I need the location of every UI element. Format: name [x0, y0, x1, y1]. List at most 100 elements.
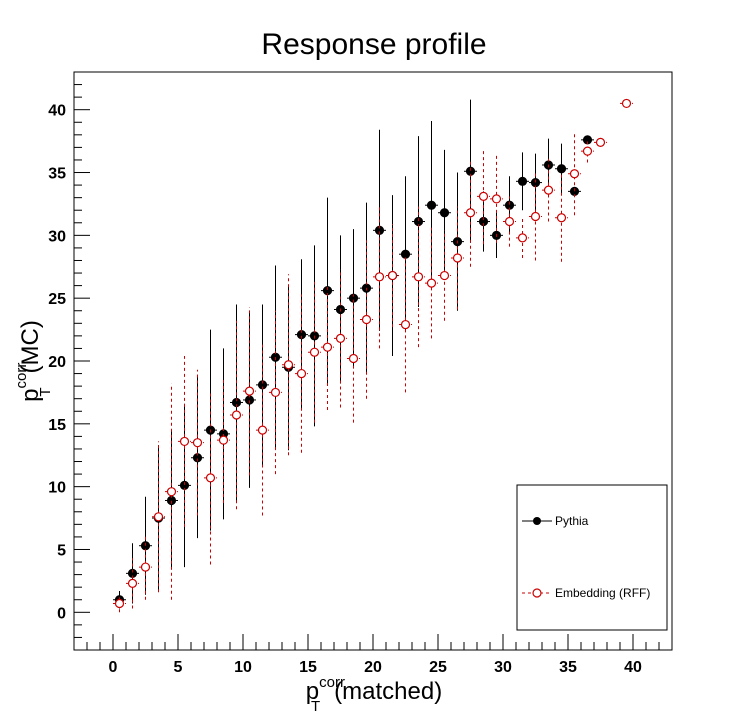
data-point — [503, 196, 516, 247]
marker — [244, 386, 255, 396]
data-point — [477, 148, 490, 245]
x-axis: 0 5 10 15 20 25 30 35 40 — [86, 634, 660, 676]
marker — [426, 200, 437, 210]
marker — [218, 435, 229, 445]
data-point — [217, 348, 230, 520]
data-point — [581, 139, 594, 163]
legend-entry-embedding: Embedding (RFF) — [522, 586, 650, 600]
plot-title: Response profile — [261, 28, 486, 61]
x-tick-label: 10 — [234, 659, 252, 676]
legend-marker-embedding — [532, 588, 542, 598]
legend-box — [516, 484, 668, 631]
marker — [582, 146, 593, 156]
data-point — [490, 154, 503, 243]
data-point — [529, 153, 542, 212]
x-axis-title: pcorr T (matched) — [306, 674, 442, 715]
data-point — [529, 172, 542, 261]
x-tick-label: 20 — [364, 659, 382, 676]
data-point — [165, 383, 178, 600]
marker — [192, 438, 203, 448]
x-axis-title-sup: corr — [319, 674, 345, 691]
data-point — [568, 132, 581, 216]
y-tick-label: 5 — [57, 542, 66, 559]
x-axis-title-sub: T — [311, 698, 320, 715]
data-point — [191, 369, 204, 516]
marker — [530, 211, 541, 222]
y-axis-title-suffix: (MC) — [17, 320, 44, 373]
data-point — [581, 135, 594, 145]
marker — [556, 213, 567, 223]
marker — [153, 512, 164, 522]
y-axis-title-sub: T — [37, 387, 54, 396]
data-point — [464, 158, 477, 267]
marker — [439, 270, 450, 281]
marker — [114, 598, 125, 609]
y-tick-label: 30 — [48, 228, 66, 245]
y-tick-label: 40 — [48, 103, 66, 120]
marker — [270, 387, 281, 398]
y-tick-label: 25 — [48, 291, 66, 308]
data-point — [152, 441, 165, 593]
data-point — [204, 391, 217, 565]
data-point — [139, 534, 152, 600]
marker — [140, 562, 151, 572]
data-point — [399, 256, 412, 393]
data-point — [425, 227, 438, 339]
data-point — [347, 229, 360, 368]
marker — [400, 249, 411, 259]
marker — [348, 353, 359, 364]
marker — [400, 319, 411, 330]
data-point — [308, 281, 321, 423]
marker — [179, 436, 190, 447]
y-axis-title-sup: corr — [13, 363, 30, 389]
data-point — [464, 99, 477, 243]
marker — [322, 342, 333, 352]
x-tick-label: 0 — [109, 659, 118, 676]
x-tick-label: 5 — [174, 659, 183, 676]
data-point — [126, 558, 139, 609]
data-point — [399, 176, 412, 333]
data-point — [386, 224, 399, 328]
data-point — [217, 377, 230, 503]
data-point — [269, 310, 282, 475]
data-point — [620, 98, 633, 109]
data-point — [282, 274, 295, 456]
marker — [127, 578, 138, 589]
data-point — [243, 306, 256, 476]
svg-text:pcorrT(matched): pcorr T (matched) — [306, 674, 442, 715]
marker — [205, 473, 216, 483]
x-tick-label: 40 — [624, 659, 642, 676]
marker — [257, 425, 268, 435]
marker — [465, 208, 476, 218]
x-tick-label: 35 — [559, 659, 577, 676]
legend-marker-pythia — [533, 517, 541, 525]
marker — [283, 360, 294, 370]
marker — [556, 164, 567, 174]
series-embedding — [113, 98, 633, 613]
y-axis-title: pcorr T (MC) — [13, 320, 54, 402]
marker — [439, 208, 450, 218]
data-point — [360, 240, 373, 399]
y-tick-label: 35 — [48, 166, 66, 183]
legend: Pythia Embedding (RFF) — [516, 484, 668, 631]
marker — [621, 98, 632, 109]
y-tick-label: 15 — [48, 417, 66, 434]
data-point — [412, 206, 425, 348]
data-point — [373, 129, 386, 331]
marker — [309, 347, 320, 357]
svg-text:pcorrT(MC): pcorr T (MC) — [13, 320, 54, 402]
marker — [569, 169, 580, 179]
data-point — [321, 284, 334, 411]
data-point — [438, 230, 451, 321]
chart-title: Response profile — [261, 28, 486, 61]
y-axis: 0 5 10 15 20 25 30 35 40 — [48, 84, 90, 638]
marker — [595, 137, 606, 147]
marker — [504, 216, 515, 227]
data-point — [113, 594, 126, 613]
data-point — [594, 137, 607, 147]
marker — [452, 253, 463, 263]
marker — [361, 314, 372, 325]
marker — [543, 185, 554, 195]
marker — [231, 410, 242, 420]
x-tick-label: 15 — [299, 659, 317, 676]
